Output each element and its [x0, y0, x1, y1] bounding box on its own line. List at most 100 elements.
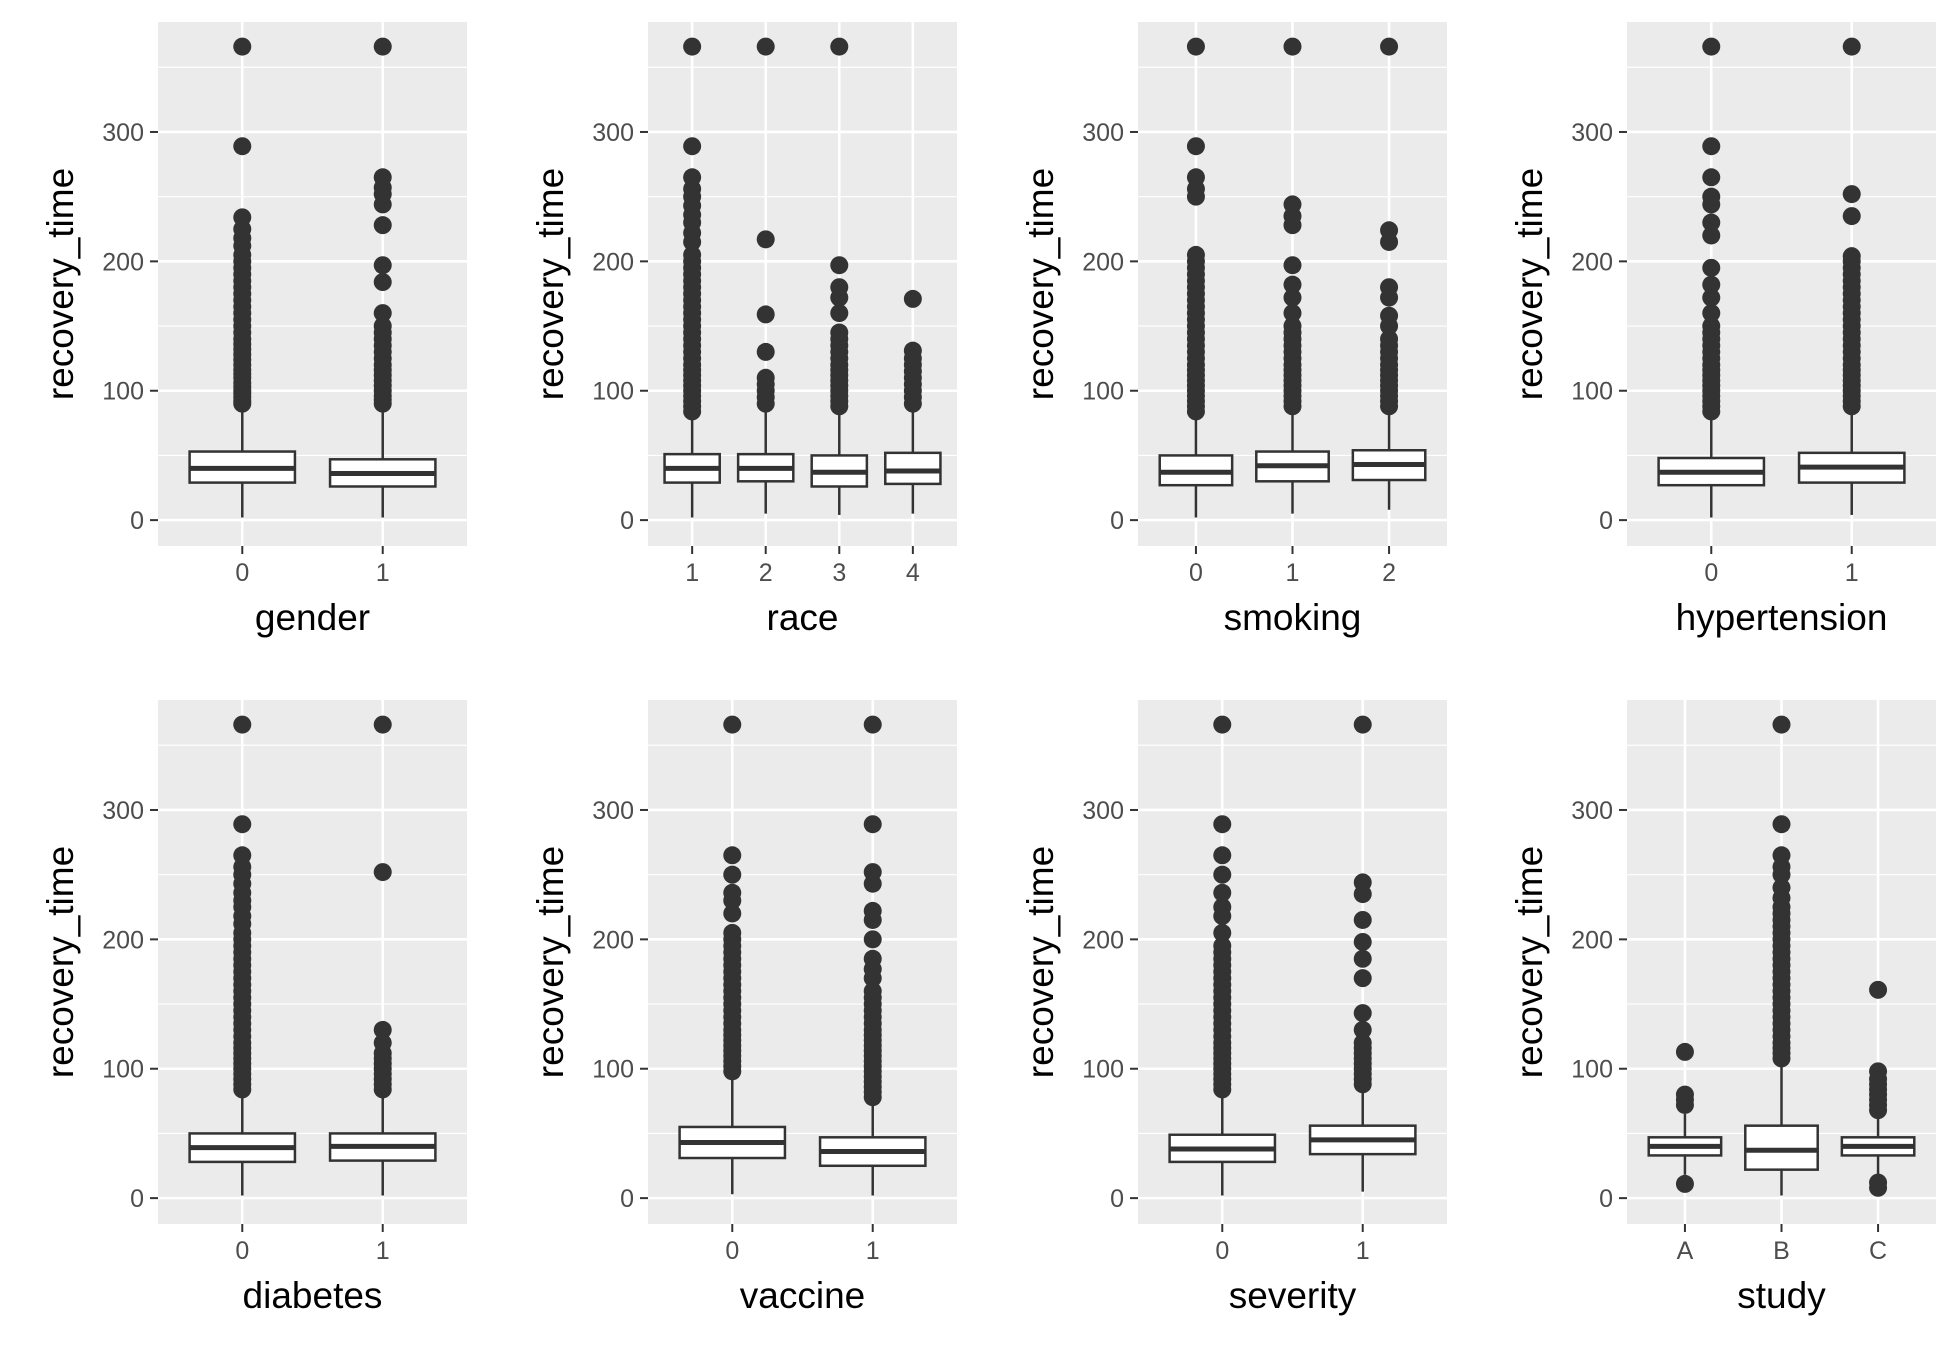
- outlier-point: [1702, 37, 1721, 56]
- boxplot-study-C: [1840, 980, 1916, 1197]
- outlier-point: [1213, 898, 1232, 917]
- y-tick-label: 0: [1599, 507, 1613, 535]
- outlier-point: [373, 1020, 392, 1039]
- x-tick-label: B: [1773, 1237, 1790, 1265]
- outlier-point: [373, 273, 392, 292]
- x-tick-label: 1: [685, 559, 699, 587]
- x-tick-label: 1: [1845, 559, 1859, 587]
- y-tick-label: 200: [1571, 248, 1613, 276]
- y-tick-label: 200: [592, 248, 634, 276]
- outlier-point: [1186, 168, 1205, 187]
- y-axis-title: recovery_time: [1509, 168, 1550, 400]
- x-tick-label: 4: [906, 559, 920, 587]
- outlier-point: [683, 245, 702, 264]
- boxplot-hypertension-1: [1797, 37, 1906, 515]
- y-tick-label: 0: [1599, 1185, 1613, 1213]
- outlier-point: [373, 1033, 392, 1052]
- x-tick-label: 1: [1356, 1237, 1370, 1265]
- x-axis-title: race: [767, 597, 839, 638]
- outlier-point: [903, 289, 922, 308]
- x-tick-label: C: [1869, 1237, 1887, 1265]
- y-tick-label: 300: [1082, 119, 1124, 147]
- y-axis-title: recovery_time: [40, 168, 81, 400]
- outlier-point: [723, 846, 742, 865]
- outlier-point: [1772, 846, 1791, 865]
- y-tick-label: 100: [592, 1056, 634, 1084]
- outlier-point: [1702, 187, 1721, 206]
- outlier-point: [1702, 304, 1721, 323]
- boxplot-race-2: [736, 37, 795, 514]
- outlier-point: [1869, 980, 1888, 999]
- outlier-point: [1213, 846, 1232, 865]
- y-tick-label: 300: [1571, 119, 1613, 147]
- boxplot-diabetes-0: [188, 715, 297, 1196]
- x-tick-label: 1: [376, 1237, 390, 1265]
- x-tick-label: 0: [235, 1237, 249, 1265]
- x-axis-title: study: [1737, 1275, 1826, 1316]
- y-tick-label: 100: [592, 378, 634, 406]
- chart-panel-hypertension: 0 100 200 300 0 1 hypertension recovery_time: [1509, 22, 1936, 638]
- outlier-point: [1842, 37, 1861, 56]
- y-tick-label: 100: [1082, 378, 1124, 406]
- y-axis-title: recovery_time: [1509, 846, 1550, 1078]
- outlier-point: [863, 949, 882, 968]
- outlier-point: [756, 368, 775, 387]
- y-tick-label: 300: [1571, 797, 1613, 825]
- y-tick-label: 200: [592, 926, 634, 954]
- outlier-point: [233, 846, 252, 865]
- outlier-point: [723, 865, 742, 884]
- outlier-point: [1702, 258, 1721, 277]
- y-tick-label: 300: [1082, 797, 1124, 825]
- outlier-point: [863, 982, 882, 1001]
- outlier-point: [863, 815, 882, 834]
- boxplot-study-B: [1744, 715, 1819, 1196]
- outlier-point: [1283, 275, 1302, 294]
- y-tick-label: 0: [1110, 507, 1124, 535]
- outlier-point: [1702, 168, 1721, 187]
- boxplot-vaccine-1: [818, 715, 927, 1196]
- outlier-point: [1380, 37, 1399, 56]
- y-tick-label: 200: [102, 248, 144, 276]
- y-axis-title: recovery_time: [1020, 846, 1061, 1078]
- y-tick-label: 0: [620, 507, 634, 535]
- outlier-point: [830, 323, 849, 342]
- boxplot-hypertension-0: [1657, 37, 1766, 518]
- outlier-point: [1842, 185, 1861, 204]
- outlier-point: [756, 230, 775, 249]
- outlier-point: [1213, 936, 1232, 955]
- outlier-point: [1842, 207, 1861, 226]
- outlier-point: [1353, 1020, 1372, 1039]
- x-tick-label: 0: [1704, 559, 1718, 587]
- outlier-point: [1380, 329, 1399, 348]
- outlier-point: [373, 863, 392, 882]
- outlier-point: [1186, 37, 1205, 56]
- outlier-point: [1675, 1042, 1694, 1061]
- outlier-point: [863, 901, 882, 920]
- outlier-point: [1380, 278, 1399, 297]
- y-tick-label: 100: [1571, 1056, 1613, 1084]
- x-tick-label: 0: [725, 1237, 739, 1265]
- y-tick-label: 200: [1082, 926, 1124, 954]
- boxplot-gender-0: [188, 37, 297, 518]
- outlier-point: [830, 278, 849, 297]
- outlier-point: [1353, 715, 1372, 734]
- y-tick-label: 200: [1571, 926, 1613, 954]
- y-tick-label: 300: [592, 119, 634, 147]
- x-tick-label: 2: [1382, 559, 1396, 587]
- outlier-point: [683, 168, 702, 187]
- outlier-point: [1675, 1174, 1694, 1193]
- outlier-point: [756, 342, 775, 361]
- y-axis-title: recovery_time: [40, 846, 81, 1078]
- chart-panel-race: 0 100 200 300 1 2 3 4 race recovery_time: [530, 22, 957, 638]
- outlier-point: [1869, 1173, 1888, 1192]
- boxplot-severity-0: [1168, 715, 1277, 1196]
- y-tick-label: 100: [102, 1056, 144, 1084]
- outlier-point: [1213, 715, 1232, 734]
- chart-panel-severity: 0 100 200 300 0 1 severity recovery_time: [1020, 700, 1447, 1316]
- outlier-point: [373, 317, 392, 336]
- outlier-point: [1186, 245, 1205, 264]
- x-axis-title: diabetes: [243, 1275, 383, 1316]
- outlier-point: [233, 37, 252, 56]
